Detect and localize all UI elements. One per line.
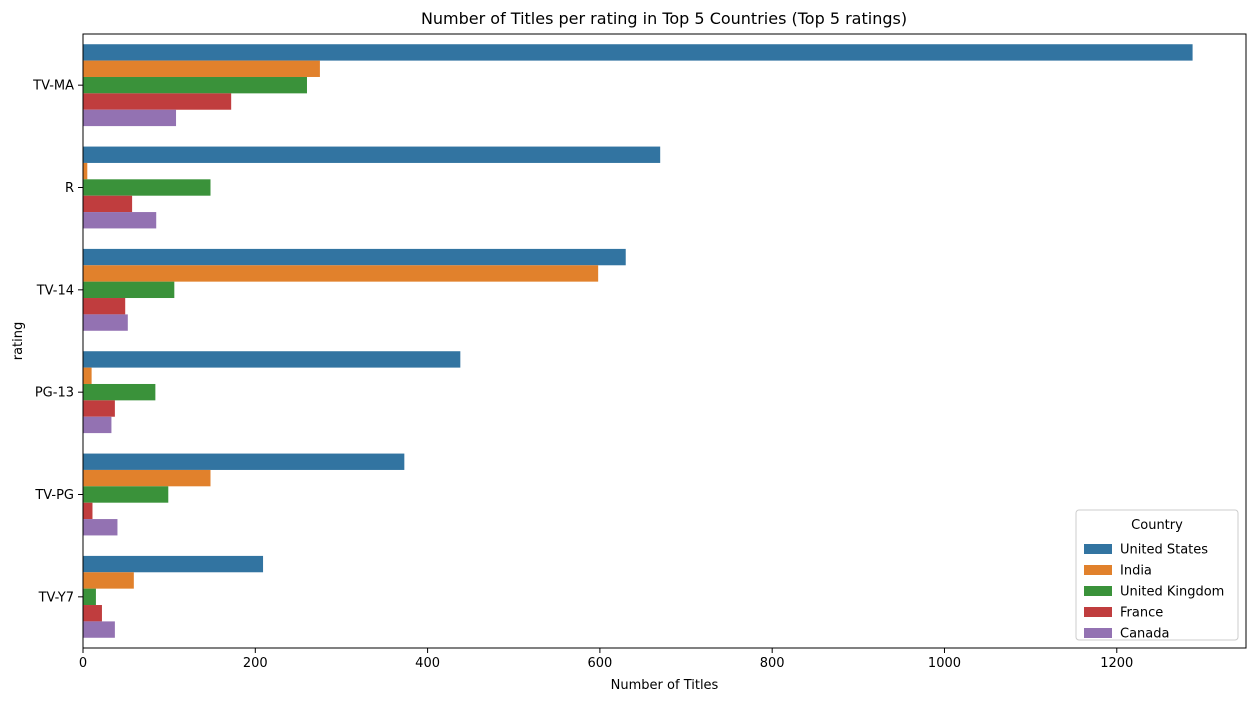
bar-india-tv-pg <box>83 469 211 487</box>
chart-title: Number of Titles per rating in Top 5 Cou… <box>421 9 907 28</box>
x-tick-label: 1000 <box>928 656 961 671</box>
bar-france-tv-ma <box>83 93 232 110</box>
legend-label: France <box>1120 606 1163 621</box>
y-tick-label: TV-14 <box>36 283 74 298</box>
bar-united-states-tv-14 <box>83 248 626 266</box>
plot-frame <box>82 33 1247 649</box>
x-tick-label: 600 <box>587 656 612 671</box>
bar-india-r <box>83 162 88 180</box>
bar-canada-tv-ma <box>83 109 177 127</box>
x-tick-label: 1200 <box>1100 656 1133 671</box>
y-tick-label: TV-Y7 <box>38 590 74 605</box>
y-tick-label: TV-MA <box>32 79 74 94</box>
bar-canada-r <box>83 212 157 229</box>
legend-label: Canada <box>1120 627 1169 642</box>
bar-canada-tv-14 <box>83 314 128 331</box>
x-tick-label: 400 <box>415 656 440 671</box>
legend-swatch <box>1084 607 1112 617</box>
legend-label: United Kingdom <box>1120 585 1224 600</box>
x-tick-label: 200 <box>243 656 268 671</box>
bar-united-kingdom-tv-14 <box>83 281 175 299</box>
x-tick-label: 800 <box>760 656 785 671</box>
y-tick-label: TV-PG <box>34 488 74 503</box>
bar-united-states-tv-pg <box>83 453 405 470</box>
x-axis-ticks: 0 200 400 600 800 1000 1200 <box>79 648 1133 671</box>
legend-swatch <box>1084 586 1112 596</box>
bar-united-kingdom-r <box>83 179 211 196</box>
bar-united-states-r <box>83 146 661 163</box>
bar-france-tv-y7 <box>83 605 102 622</box>
y-axis-ticks: TV-MA R TV-14 PG-13 TV-PG TV-Y7 <box>32 79 83 605</box>
legend-swatch <box>1084 544 1112 554</box>
bar-india-pg-13 <box>83 367 92 384</box>
bar-canada-tv-pg <box>83 519 118 536</box>
y-axis-label: rating <box>11 322 26 361</box>
legend-items: United States India United Kingdom France Ca… <box>1084 543 1224 642</box>
bar-india-tv-y7 <box>83 572 134 589</box>
legend-swatch <box>1084 628 1112 638</box>
bar-united-kingdom-tv-pg <box>83 486 169 503</box>
legend-box <box>1075 509 1239 641</box>
bar-france-r <box>83 195 133 213</box>
legend-title: Country <box>1131 518 1183 533</box>
legend-label: India <box>1120 564 1152 579</box>
legend-swatch <box>1084 565 1112 575</box>
x-tick-label: 0 <box>79 656 87 671</box>
bar-united-states-tv-y7 <box>83 555 264 573</box>
y-tick-label: R <box>65 181 74 196</box>
bar-united-states-tv-ma <box>83 44 1193 61</box>
bar-united-kingdom-tv-ma <box>83 76 307 94</box>
x-axis-label: Number of Titles <box>611 678 719 693</box>
legend: Country United States India United Kingdom… <box>1075 509 1239 642</box>
y-tick-label: PG-13 <box>35 386 74 401</box>
bar-canada-pg-13 <box>83 416 112 434</box>
bar-united-kingdom-pg-13 <box>83 383 156 401</box>
bar-united-kingdom-tv-y7 <box>83 588 96 606</box>
bar-united-states-pg-13 <box>83 351 461 368</box>
bar-india-tv-14 <box>83 265 599 282</box>
bar-france-pg-13 <box>83 400 115 417</box>
bar-france-tv-pg <box>83 502 93 520</box>
bars-group <box>83 44 1193 638</box>
legend-label: United States <box>1120 543 1208 558</box>
bar-india-tv-ma <box>83 60 320 77</box>
bar-canada-tv-y7 <box>83 621 115 638</box>
bar-france-tv-14 <box>83 298 126 315</box>
